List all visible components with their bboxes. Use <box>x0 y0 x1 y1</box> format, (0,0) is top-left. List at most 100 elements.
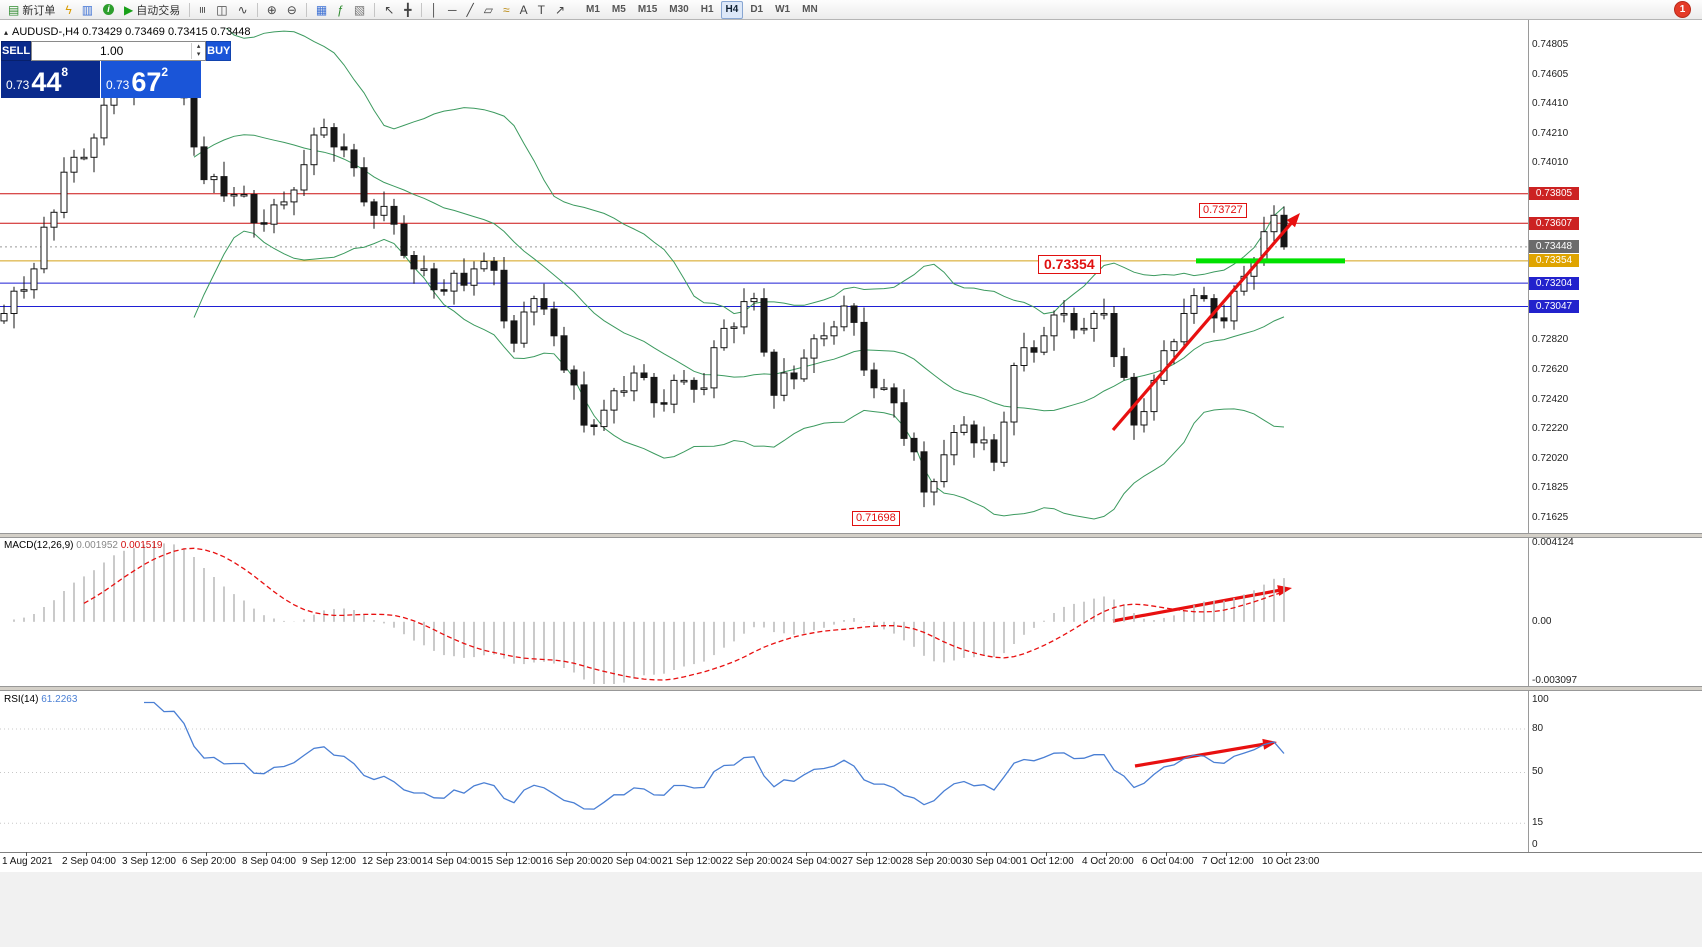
line-chart-icon: ∿ <box>237 2 248 17</box>
timeframe-d1[interactable]: D1 <box>750 4 764 15</box>
volume-input[interactable] <box>32 43 192 59</box>
timeframe-w1[interactable]: W1 <box>775 4 791 15</box>
macd-name: MACD(12,26,9) <box>4 540 74 551</box>
chart-window-icon[interactable]: ▥ <box>78 0 97 19</box>
tile-windows-icon: ▦ <box>315 2 328 17</box>
rsi-pane[interactable] <box>0 690 1528 852</box>
time-axis-label: 30 Sep 04:00 <box>962 856 1022 867</box>
autotrade-play-icon: ▶ <box>124 2 134 17</box>
price-axis-label: 0.72620 <box>1532 364 1569 375</box>
macd-axis-label: -0.003097 <box>1532 675 1578 686</box>
cursor-icon: ↖ <box>384 2 395 17</box>
buy-button[interactable]: BUY <box>206 41 232 61</box>
fibonacci-icon[interactable]: ≈ <box>499 0 514 19</box>
arrows-icon[interactable]: ↗ <box>551 0 569 19</box>
price-axis-label: 0.74410 <box>1532 97 1569 109</box>
price-tag-0.73354[interactable]: 0.73354 <box>1038 255 1101 274</box>
price-chart-pane[interactable] <box>0 28 1528 533</box>
price-axis-label: 0.72220 <box>1532 423 1569 435</box>
pane-separator[interactable] <box>0 686 1702 691</box>
bar-chart-icon[interactable]: ≡ <box>195 0 210 19</box>
crosshair-icon[interactable]: ╋ <box>400 0 415 19</box>
text-icon[interactable]: A <box>516 0 532 19</box>
timeframe-h1[interactable]: H1 <box>700 4 714 15</box>
price-axis-badge-0.73354: 0.73354 <box>1529 254 1579 268</box>
price-axis-badge-0.73607: 0.73607 <box>1529 216 1579 230</box>
time-axis-tick <box>1166 852 1167 856</box>
candlestick-icon[interactable]: ◫ <box>212 0 231 19</box>
price-axis-badge-0.73448: 0.73448 <box>1529 240 1579 254</box>
time-axis-tick <box>986 852 987 856</box>
timeframe-m5[interactable]: M5 <box>611 4 626 15</box>
tile-windows-icon[interactable]: ▦ <box>312 0 331 19</box>
price-axis-label: 0.74605 <box>1532 68 1569 80</box>
time-axis-label: 24 Sep 04:00 <box>782 856 842 867</box>
price-axis-badge-0.73204: 0.73204 <box>1529 276 1579 290</box>
zoom-in-icon: ⊕ <box>266 2 277 17</box>
timeframe-toolbar: M1 M5 M15 M30 H1 H4 D1 W1 MN <box>580 0 824 19</box>
ohlc-info: ▴ AUDUSD-,H4 0.73429 0.73469 0.73415 0.7… <box>4 26 251 38</box>
text-label-icon[interactable]: T <box>534 0 549 19</box>
trendline-icon: ╱ <box>466 2 474 17</box>
time-axis-label: 20 Sep 04:00 <box>602 856 662 867</box>
rsi-value: 61.2263 <box>41 694 78 705</box>
timeframe-m1[interactable]: M1 <box>586 4 600 15</box>
channel-icon[interactable]: ▱ <box>480 0 497 19</box>
time-axis[interactable] <box>0 852 1702 872</box>
info-icon[interactable]: i <box>99 0 118 19</box>
time-axis-tick <box>1046 852 1047 856</box>
macd-pane[interactable] <box>0 538 1528 686</box>
bollinger-middle-band <box>193 134 1285 412</box>
volume-decrease-icon[interactable]: ▾ <box>196 51 201 58</box>
sell-button[interactable]: SELL <box>1 41 32 61</box>
ohlc-text: AUDUSD-,H4 0.73429 0.73469 0.73415 0.734… <box>12 26 251 38</box>
zoom-out-icon: ⊖ <box>286 2 297 17</box>
trend-arrow[interactable] <box>1134 741 1272 768</box>
autotrade-button[interactable]: ▶ 自动交易 <box>120 0 184 19</box>
horizontal-line-icon[interactable]: ─ <box>444 0 461 19</box>
price-tag-0.71698[interactable]: 0.71698 <box>852 511 900 526</box>
time-axis-tick <box>926 852 927 856</box>
timeframe-h4[interactable]: H4 <box>720 0 744 19</box>
time-axis-tick <box>1286 852 1287 856</box>
buy-price-display[interactable]: 0.73 67 2 <box>101 61 201 98</box>
time-axis-tick <box>86 852 87 856</box>
volume-increase-icon[interactable]: ▴ <box>196 42 201 50</box>
time-axis-tick <box>326 852 327 856</box>
cursor-icon[interactable]: ↖ <box>380 0 398 19</box>
autotrade-button-label: 自动交易 <box>136 4 181 17</box>
vertical-line-icon[interactable]: │ <box>427 0 443 19</box>
price-axis-label: 0.72820 <box>1532 334 1569 346</box>
toolbar: ▤ 新订单 ϟ ▥ i ▶ 自动交易 ≡ ◫ ∿ ⊕ ⊖ ▦ ƒ ▧ ↖ ╋ │ ─ ╱ ▱ ≈ A T ↗ M1 M5 M15 M30… <box>0 0 1702 20</box>
trend-arrow[interactable] <box>1112 587 1287 623</box>
line-chart-icon[interactable]: ∿ <box>234 0 252 19</box>
timeframe-mn[interactable]: MN <box>802 4 818 15</box>
timeframe-m30[interactable]: M30 <box>669 4 689 15</box>
zoom-out-icon[interactable]: ⊖ <box>283 0 301 19</box>
trend-arrow[interactable] <box>1111 216 1298 432</box>
bollinger-upper-band <box>225 28 1285 315</box>
zoom-in-icon[interactable]: ⊕ <box>263 0 281 19</box>
market-watch-icon[interactable]: ϟ <box>61 0 75 19</box>
rsi-axis-label: 50 <box>1532 766 1544 777</box>
indicators-icon[interactable]: ƒ <box>333 0 348 19</box>
templates-icon[interactable]: ▧ <box>350 0 369 19</box>
sell-price-display[interactable]: 0.73 44 8 <box>1 61 101 98</box>
time-axis-label: 7 Oct 12:00 <box>1202 856 1254 867</box>
price-axis[interactable] <box>1528 20 1702 852</box>
price-axis-label: 0.74010 <box>1532 157 1569 169</box>
notification-badge[interactable]: 1 <box>1674 1 1691 18</box>
price-tag-0.73727[interactable]: 0.73727 <box>1199 203 1247 218</box>
text-icon: A <box>519 2 528 17</box>
timeframe-m15[interactable]: M15 <box>637 4 658 15</box>
macd-signal-line <box>83 547 1285 681</box>
new-order-button[interactable]: ▤ 新订单 <box>4 0 59 19</box>
trendline-icon[interactable]: ╱ <box>463 0 478 19</box>
time-axis-label: 4 Oct 20:00 <box>1082 856 1134 867</box>
pane-separator[interactable] <box>0 533 1702 538</box>
time-axis-label: 16 Sep 20:00 <box>542 856 602 867</box>
time-axis-label: 6 Sep 20:00 <box>182 856 236 867</box>
toolbar-separator <box>374 2 376 17</box>
sell-price-main: 0.73 <box>6 78 30 92</box>
price-axis-label: 0.72420 <box>1532 393 1569 405</box>
